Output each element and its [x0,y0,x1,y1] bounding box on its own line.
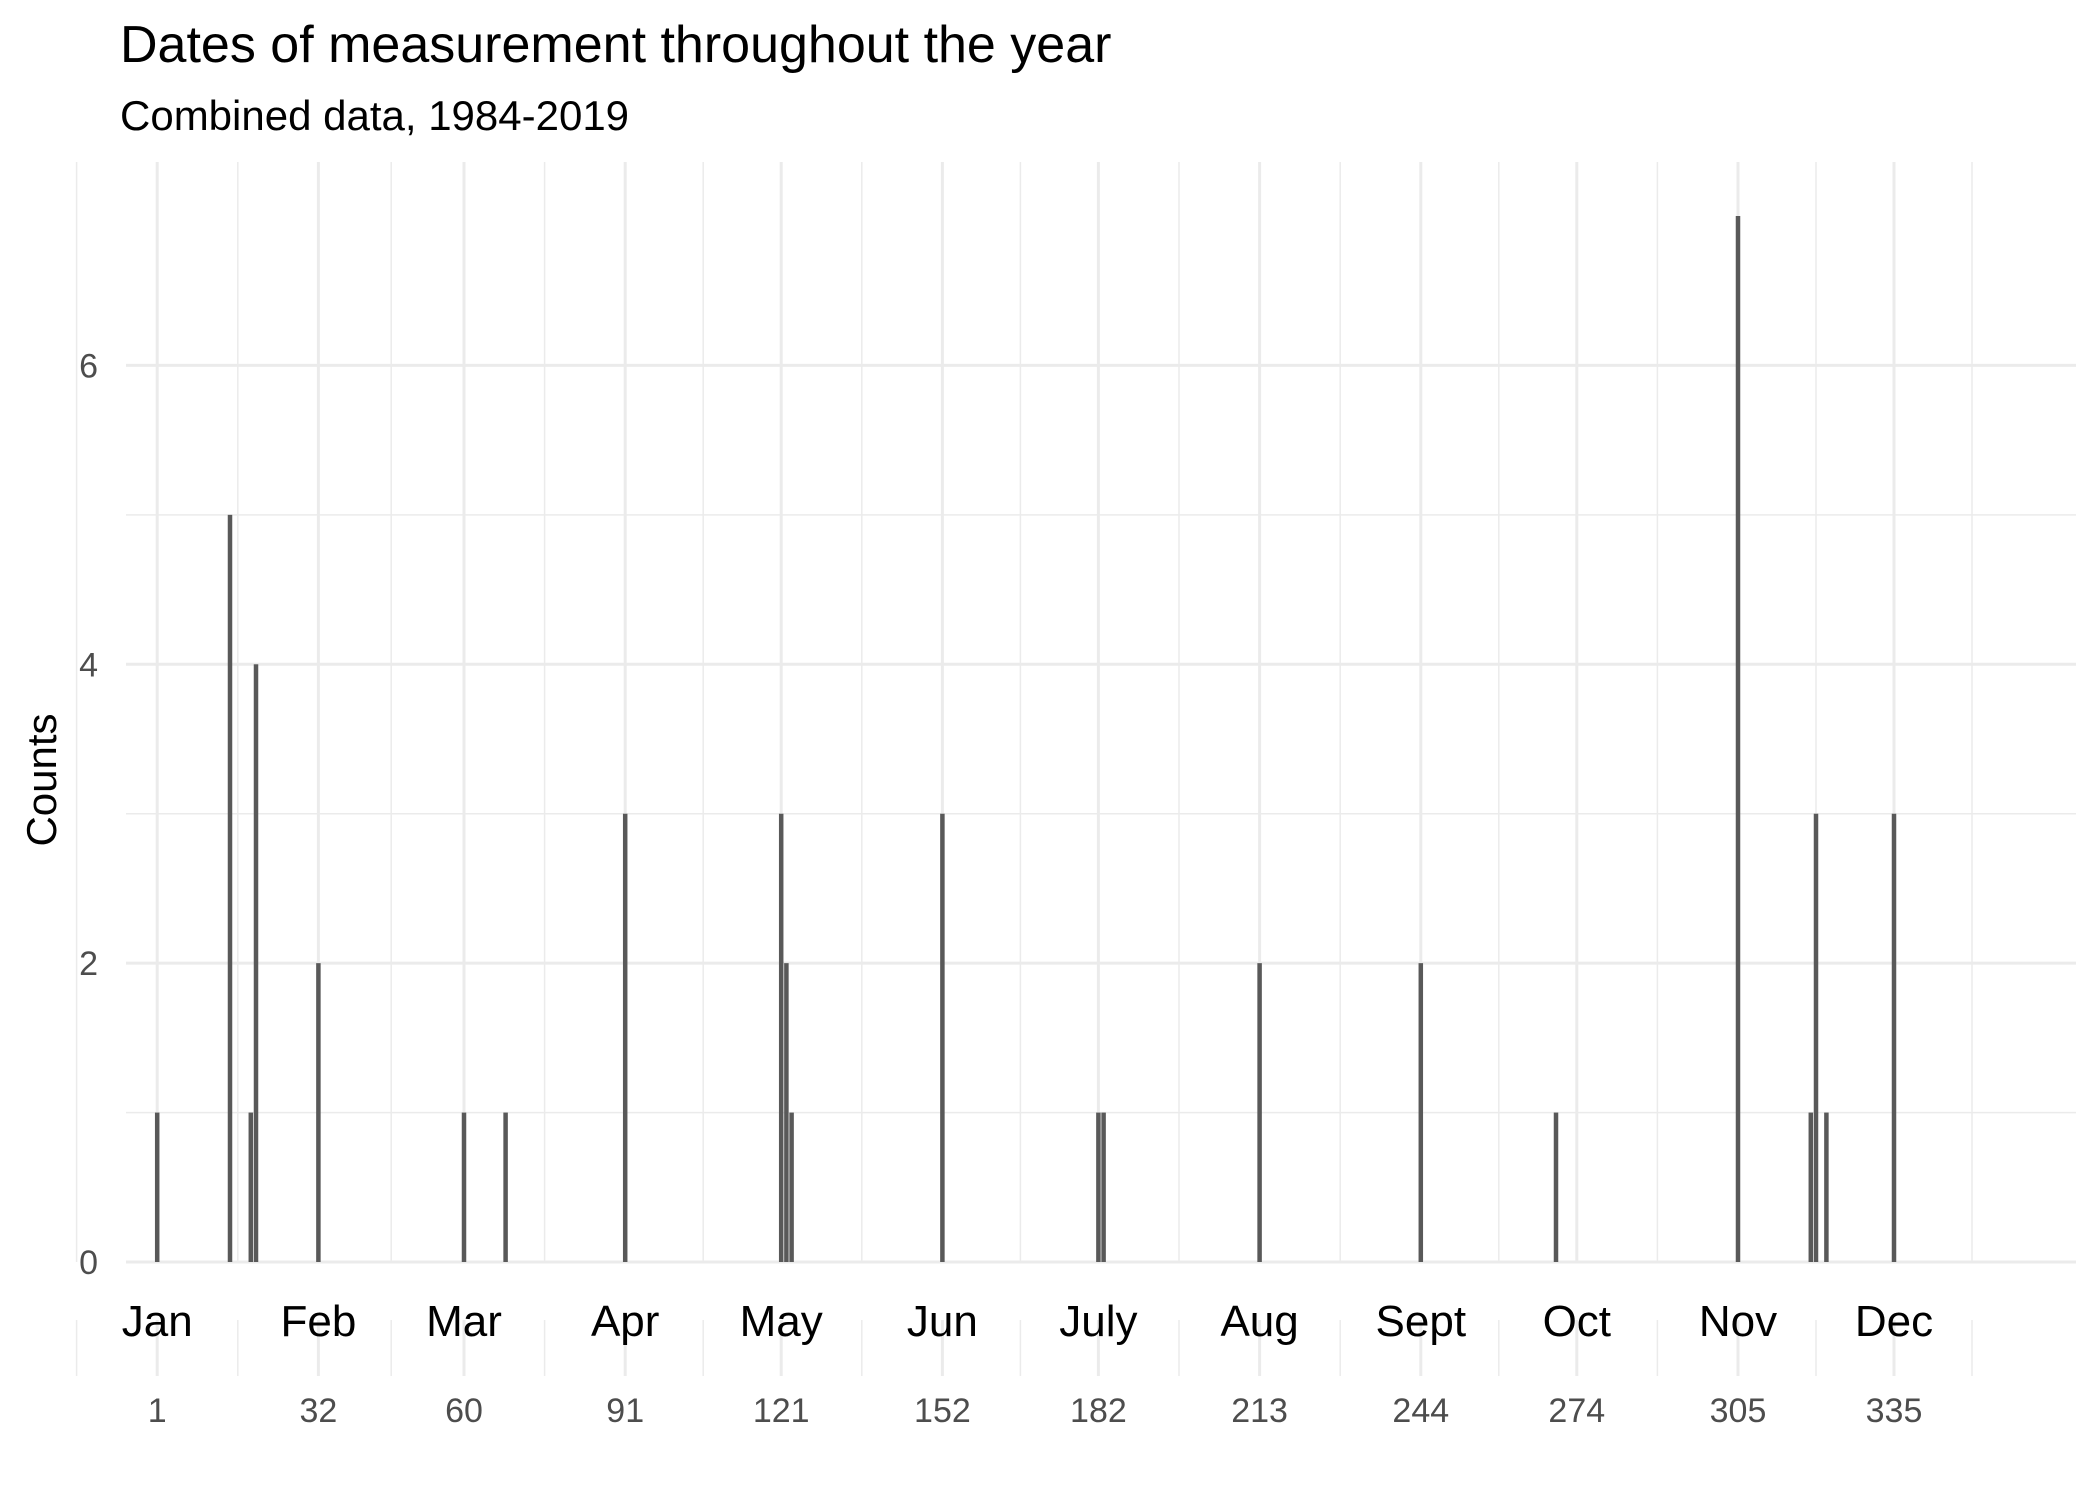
chart-subtitle: Combined data, 1984-2019 [120,92,629,139]
month-label: Feb [280,1297,356,1346]
y-tick-label: 6 [79,347,98,385]
month-label: Sept [1376,1297,1467,1346]
day-tick-label: 335 [1866,1392,1923,1430]
day-tick-label: 244 [1392,1392,1449,1430]
grid-lines [75,162,2076,1376]
y-tick-label: 4 [79,646,98,684]
month-label: Mar [426,1297,502,1346]
bars [154,216,1897,1262]
bar [1813,813,1819,1262]
bar [1735,216,1741,1262]
y-axis-ticks: 0 2 4 6 [79,347,98,1282]
bar [1096,1112,1101,1262]
month-label: Nov [1699,1297,1777,1346]
bar [622,813,628,1262]
day-axis-ticks: 1 32 60 91 121 152 182 213 244 274 305 335 [148,1392,1923,1430]
month-label: Jan [122,1297,193,1346]
y-tick-label: 2 [79,945,98,983]
bar [1808,1112,1814,1262]
day-tick-label: 1 [148,1392,167,1430]
month-label: Aug [1220,1297,1298,1346]
month-label: July [1059,1297,1137,1346]
day-tick-label: 213 [1231,1392,1288,1430]
chart-title: Dates of measurement throughout the year [120,16,1111,74]
bar [778,813,784,1262]
bar [784,963,789,1262]
day-tick-label: 274 [1548,1392,1605,1430]
month-labels: Jan Feb Mar Apr May Jun July Aug Sept Oct Nov Dec [122,1297,1933,1346]
month-label: May [740,1297,823,1346]
bar [316,963,321,1262]
bar [1824,1112,1829,1262]
bar [154,1112,160,1262]
bar [1418,963,1424,1262]
y-tick-label: 0 [79,1244,98,1282]
bar [227,514,233,1262]
bar [1257,963,1262,1262]
day-tick-label: 60 [445,1392,483,1430]
month-label: Apr [591,1297,659,1346]
bar [1101,1112,1106,1262]
month-label: Jun [907,1297,978,1346]
bar [503,1112,508,1262]
bar [253,664,259,1262]
day-tick-label: 305 [1710,1392,1767,1430]
bar [1891,813,1897,1262]
day-tick-label: 121 [753,1392,810,1430]
month-label: Dec [1855,1297,1933,1346]
y-axis-label: Counts [18,713,65,846]
day-tick-label: 91 [606,1392,644,1430]
bar [940,813,945,1262]
month-label: Oct [1543,1297,1611,1346]
bar [461,1112,467,1262]
bar [1553,1112,1559,1262]
bar [789,1112,794,1262]
day-tick-label: 182 [1070,1392,1127,1430]
day-tick-label: 32 [299,1392,337,1430]
bar [248,1112,254,1262]
day-tick-label: 152 [914,1392,971,1430]
